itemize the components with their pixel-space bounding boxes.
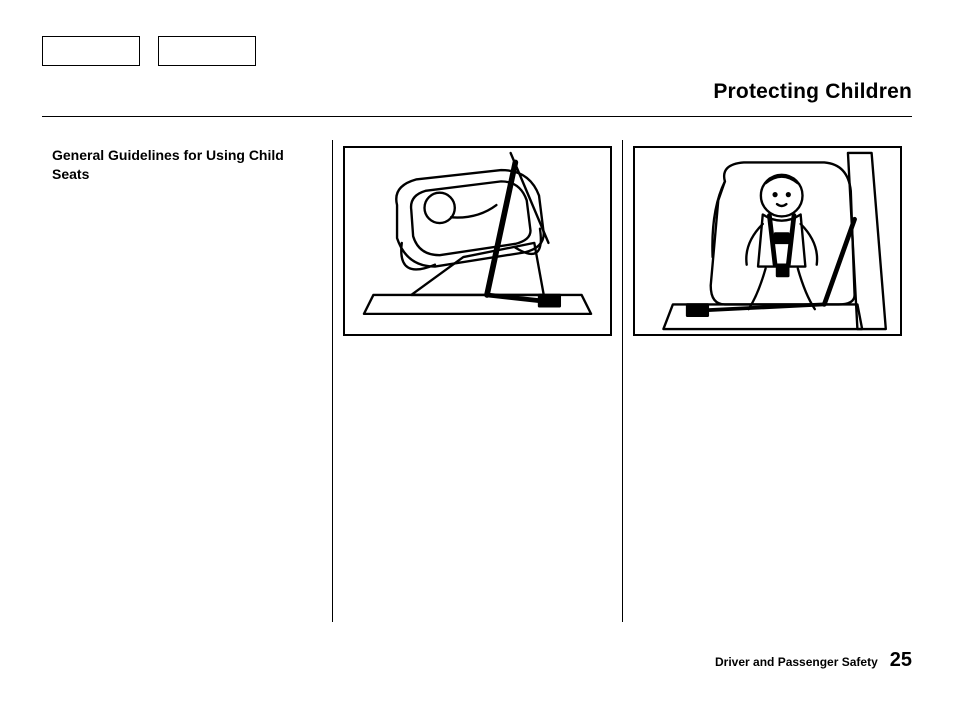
- toddler-seat-illustration: [635, 148, 900, 334]
- manual-page: Protecting Children General Guidelines f…: [0, 0, 954, 702]
- column-middle: [332, 140, 622, 622]
- page-title: Protecting Children: [713, 80, 912, 104]
- footer-section-label: Driver and Passenger Safety: [715, 655, 878, 669]
- placeholder-box-1: [42, 36, 140, 66]
- infant-seat-illustration: [345, 148, 610, 334]
- footer-page-number: 25: [890, 649, 912, 672]
- section-subheading: General Guidelines for Using Child Seats: [52, 146, 322, 184]
- column-left: General Guidelines for Using Child Seats: [42, 140, 332, 622]
- page-footer: Driver and Passenger Safety 25: [715, 649, 912, 672]
- content-columns: General Guidelines for Using Child Seats: [42, 140, 912, 622]
- figure-infant-rear-facing-seat: [343, 146, 612, 336]
- column-right: [622, 140, 912, 622]
- top-placeholder-boxes: [42, 36, 256, 66]
- figure-toddler-forward-facing-seat: [633, 146, 902, 336]
- placeholder-box-2: [158, 36, 256, 66]
- horizontal-rule: [42, 116, 912, 117]
